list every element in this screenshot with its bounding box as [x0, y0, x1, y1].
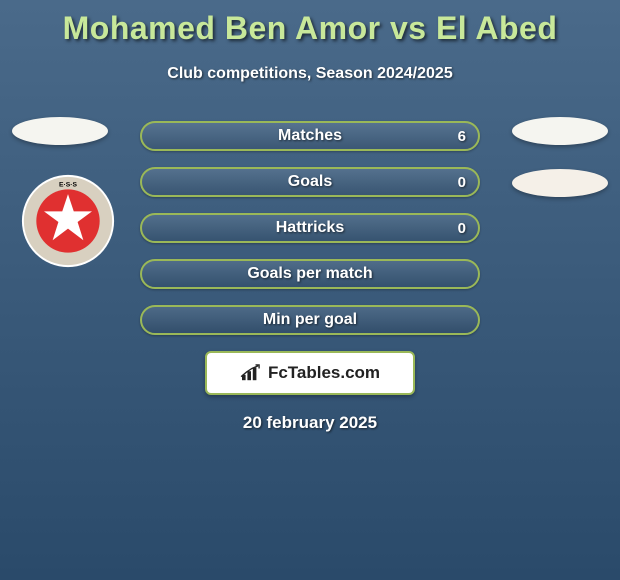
stat-label: Matches	[278, 127, 342, 145]
stat-right-value: 0	[458, 174, 466, 191]
stat-right-value: 0	[458, 220, 466, 237]
content-area: E·S·S Matches 6 Goals 0 Hattricks 0 Goal…	[0, 121, 620, 433]
subtitle: Club competitions, Season 2024/2025	[0, 65, 620, 83]
player-right-avatar-placeholder	[512, 117, 608, 145]
stat-label: Goals per match	[247, 265, 372, 283]
stat-row-goals: Goals 0	[140, 167, 480, 197]
club-badge-ess: E·S·S	[20, 173, 116, 269]
stat-label: Goals	[288, 173, 332, 191]
stat-rows: Matches 6 Goals 0 Hattricks 0 Goals per …	[140, 121, 480, 335]
bar-chart-icon	[240, 364, 262, 382]
stat-label: Min per goal	[263, 311, 357, 329]
page-title: Mohamed Ben Amor vs El Abed	[0, 0, 620, 47]
stat-row-hattricks: Hattricks 0	[140, 213, 480, 243]
footer-brand-text: FcTables.com	[268, 363, 380, 383]
stat-row-matches: Matches 6	[140, 121, 480, 151]
footer-brand-badge[interactable]: FcTables.com	[205, 351, 415, 395]
date-text: 20 february 2025	[0, 413, 620, 433]
stat-row-goals-per-match: Goals per match	[140, 259, 480, 289]
player-left-avatar-placeholder	[12, 117, 108, 145]
stat-right-value: 6	[458, 128, 466, 145]
stat-label: Hattricks	[276, 219, 344, 237]
player-right-club-placeholder	[512, 169, 608, 197]
stat-row-min-per-goal: Min per goal	[140, 305, 480, 335]
svg-text:E·S·S: E·S·S	[59, 181, 77, 188]
club-badge-icon: E·S·S	[20, 173, 116, 269]
